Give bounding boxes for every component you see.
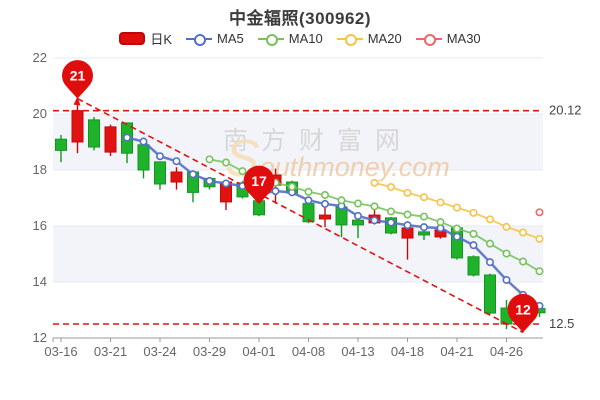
svg-text:03-24: 03-24: [143, 344, 176, 359]
ma-line-legend-icon: [415, 33, 442, 46]
legend-label: MA20: [367, 31, 402, 46]
grid-bands: [53, 114, 543, 282]
svg-text:12: 12: [33, 330, 47, 345]
legend-item-ma10[interactable]: MA10: [257, 31, 323, 46]
x-axis-labels: 03-16 03-21 03-24 03-29 04-01 04-08 04-13 04-18…: [44, 344, 523, 359]
y-axis-labels: 22 20 18 16 14 12: [33, 50, 47, 345]
legend-item-日k[interactable]: 日K: [119, 29, 172, 48]
ma20-line: [370, 178, 544, 243]
svg-text:03-16: 03-16: [44, 344, 77, 359]
svg-text:18: 18: [33, 162, 47, 177]
svg-text:南方财富网: 南方财富网: [223, 127, 413, 155]
legend-label: 日K: [150, 32, 173, 47]
legend-item-ma20[interactable]: MA20: [336, 31, 402, 46]
reference-lines: 20.12 12.5: [53, 96, 582, 334]
svg-text:14: 14: [33, 274, 47, 289]
legend-label: MA5: [217, 31, 244, 46]
svg-text:04-21: 04-21: [440, 344, 473, 359]
legend-label: MA30: [446, 31, 481, 46]
legend-item-ma5[interactable]: MA5: [186, 31, 244, 46]
marker-pin-12: 12: [507, 293, 539, 333]
svg-text:12: 12: [515, 301, 531, 317]
page-title: 中金辐照(300962): [228, 9, 372, 28]
legend-item-ma30[interactable]: MA30: [415, 31, 481, 46]
svg-text:03-21: 03-21: [94, 344, 127, 359]
svg-text:04-13: 04-13: [341, 344, 374, 359]
svg-text:03-29: 03-29: [193, 344, 226, 359]
svg-text:22: 22: [33, 50, 47, 65]
grid-lines: [53, 57, 543, 283]
svg-text:20.12: 20.12: [549, 103, 582, 118]
chart-legend: 日K MA5 MA10 MA20 MA30: [0, 29, 600, 48]
value-markers: 21 17 12: [62, 60, 539, 333]
marker-pin-17: 17: [243, 165, 275, 205]
ma30-line: [535, 208, 544, 217]
svg-text:21: 21: [70, 68, 86, 84]
ma-line-legend-icon: [336, 33, 363, 46]
svg-text:04-08: 04-08: [292, 344, 325, 359]
legend-label: MA10: [288, 31, 323, 46]
svg-text:12.5: 12.5: [549, 316, 574, 331]
marker-pin-21: 21: [62, 60, 93, 99]
svg-text:20: 20: [33, 106, 47, 121]
svg-text:16: 16: [33, 218, 47, 233]
ma-line-legend-icon: [186, 33, 213, 46]
svg-text:04-01: 04-01: [242, 344, 275, 359]
x-axis: [52, 337, 543, 342]
svg-text:04-26: 04-26: [490, 344, 523, 359]
kline-legend-icon: [119, 32, 146, 45]
svg-text:17: 17: [251, 173, 267, 189]
svg-text:04-18: 04-18: [391, 344, 424, 359]
ma-line-legend-icon: [257, 33, 284, 46]
